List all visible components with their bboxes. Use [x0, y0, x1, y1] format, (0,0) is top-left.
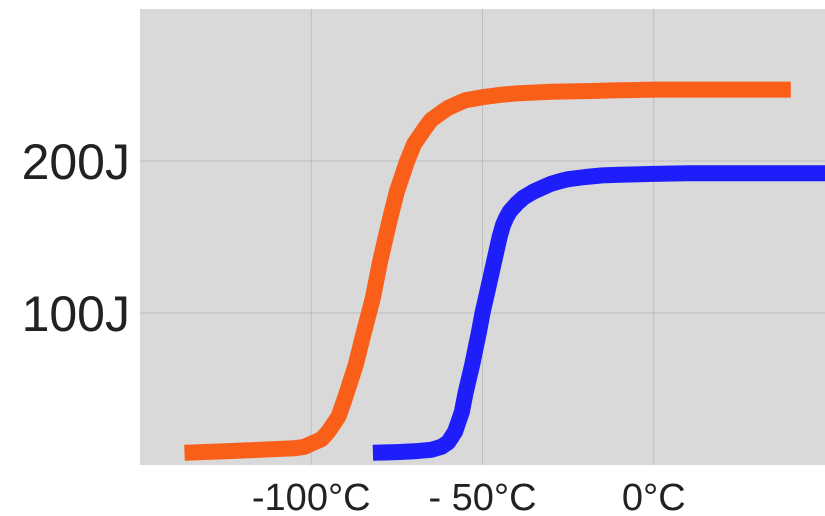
axis-labels: -100°C - 50°C 0°C 100J 200J — [22, 134, 686, 516]
x-tick-label: 0°C — [622, 477, 686, 516]
x-tick-label: -100°C — [252, 477, 371, 516]
series-line-1 — [184, 81, 791, 461]
y-tick-label: 100J — [22, 286, 130, 342]
y-tick-label: 200J — [22, 134, 130, 190]
series-group — [184, 81, 825, 461]
x-tick-label: - 50°C — [428, 477, 536, 516]
series-line-2 — [372, 165, 825, 461]
